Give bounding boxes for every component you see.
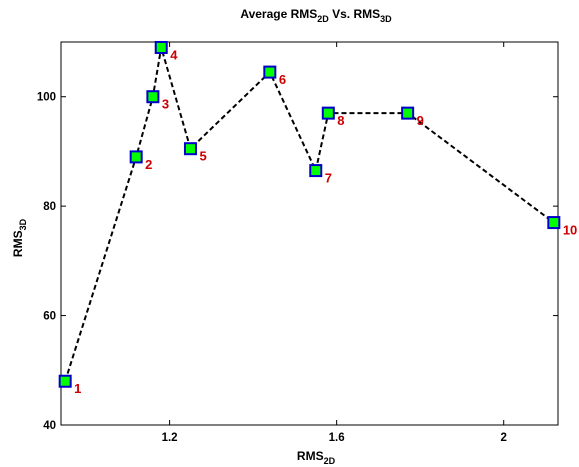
data-point-label: 1 [74,381,81,396]
x-axis-label-sub: 2D [324,456,336,466]
data-marker [154,40,168,54]
data-point-label: 10 [563,223,577,238]
data-marker [309,164,323,178]
y-tick-label: 80 [43,201,56,213]
data-markers [58,40,561,388]
data-point-label: 6 [279,72,286,87]
data-point-label: 2 [145,157,152,172]
data-marker [401,106,415,120]
x-tick-label: 1.2 [162,432,178,444]
data-marker [129,150,143,164]
chart-title-main: Average RMS [240,7,317,21]
x-tick-label: 2 [501,432,507,444]
data-point-labels: 1 2 3 4 5 6 7 8 9 10 [74,47,577,396]
y-axis-label-main: RMS [11,230,25,257]
y-tick-label: 40 [43,420,56,432]
x-axis-label: RMS2D [297,449,336,466]
chart-title: Average RMS2D Vs. RMS3D [240,7,392,24]
y-axis-label-sub: 3D [18,218,28,230]
axis-ticks [61,42,558,426]
plot-frame [60,41,559,426]
data-marker [547,216,561,230]
chart-title-sub2: 3D [380,14,392,24]
y-tick-label: 100 [37,92,56,104]
data-marker [58,374,72,388]
data-point-label: 9 [417,113,424,128]
data-marker [321,106,335,120]
data-point-label: 7 [325,171,332,186]
data-point-label: 8 [337,113,344,128]
data-point-label: 3 [162,97,169,112]
x-tick-label: 1.6 [329,432,345,444]
data-marker [263,65,277,79]
data-marker [183,142,197,156]
chart-title-sub: 2D [317,14,329,24]
data-marker [146,90,160,104]
data-point-label: 4 [170,47,178,62]
x-axis-label-main: RMS [297,449,324,463]
series-line [64,47,555,382]
y-tick-label: 60 [43,311,56,323]
y-axis-label: RMS3D [11,218,28,257]
chart-title-mid: Vs. RMS [329,7,380,21]
tick-labels: 1.2 1.6 2 40 60 80 100 [37,92,507,444]
data-point-label: 5 [199,149,206,164]
